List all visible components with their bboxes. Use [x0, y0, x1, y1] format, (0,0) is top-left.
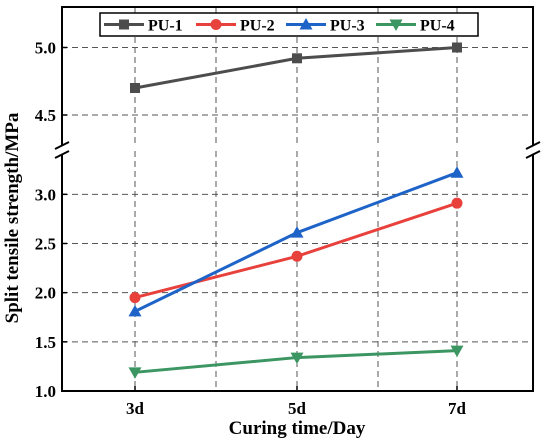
data-point: [290, 226, 304, 238]
axis-break-mark: [54, 150, 70, 159]
legend-swatch-marker: [299, 18, 313, 30]
axis-break-gap: [53, 146, 71, 154]
data-point: [451, 197, 463, 209]
series-pu-4: [128, 345, 464, 379]
axis-break-mark: [525, 141, 541, 150]
x-tick-label: 5d: [288, 399, 307, 418]
data-point: [291, 250, 303, 262]
legend-swatch-marker: [210, 19, 222, 30]
data-point: [128, 367, 142, 379]
legend-swatch-marker: [389, 19, 403, 31]
axis-break-mark: [525, 150, 541, 159]
legend-item: PU-2: [196, 18, 275, 35]
data-point: [128, 304, 142, 317]
x-axis-title: Curing time/Day: [229, 418, 366, 439]
y-tick-label: 1.0: [35, 382, 56, 401]
legend: PU-1 PU-2 PU-3 PU-4: [99, 12, 479, 37]
series-pu-3: [128, 166, 464, 317]
legend-swatch-marker: [119, 19, 129, 30]
series-pu-1: [130, 42, 462, 93]
series-pu-2: [129, 197, 463, 304]
x-tick-label: 7d: [448, 399, 467, 418]
data-point: [452, 42, 462, 53]
series-line: [134, 201, 458, 300]
y-tick-label: 3.0: [35, 185, 56, 204]
legend-label: PU-4: [420, 18, 455, 35]
data-point: [450, 166, 464, 178]
legend-label: PU-2: [240, 18, 275, 35]
legend-label: PU-1: [148, 18, 183, 35]
y-tick-label: 5.0: [35, 39, 56, 58]
y-tick-label: 2.0: [35, 284, 56, 303]
x-tick-label: 3d: [126, 399, 145, 418]
legend-item: PU-1: [104, 18, 183, 35]
y-tick-label: 1.5: [35, 333, 56, 352]
legend-item: PU-3: [286, 18, 365, 35]
plot-frame-upper: [61, 6, 534, 146]
data-point: [129, 292, 141, 304]
legend-label: PU-3: [330, 18, 365, 35]
tick-labels: 4.5 5.0 1.0 1.5 2.0 2.5 3.0 3d 5d 7d: [35, 39, 467, 419]
data-point: [450, 345, 464, 358]
y-tick-label: 4.5: [35, 106, 56, 125]
series-line: [134, 171, 458, 313]
grid-lines: [62, 7, 533, 391]
data-point: [292, 53, 302, 64]
data-point: [290, 352, 304, 365]
axes: [53, 6, 542, 392]
axis-break-mark: [54, 141, 70, 150]
axis-break-gap: [524, 146, 542, 154]
y-axis-title: Split tensile strength/MPa: [2, 112, 23, 323]
y-tick-label: 2.5: [35, 235, 56, 254]
series-layer: [128, 42, 464, 379]
legend-item: PU-4: [376, 18, 455, 35]
data-point: [130, 83, 140, 93]
